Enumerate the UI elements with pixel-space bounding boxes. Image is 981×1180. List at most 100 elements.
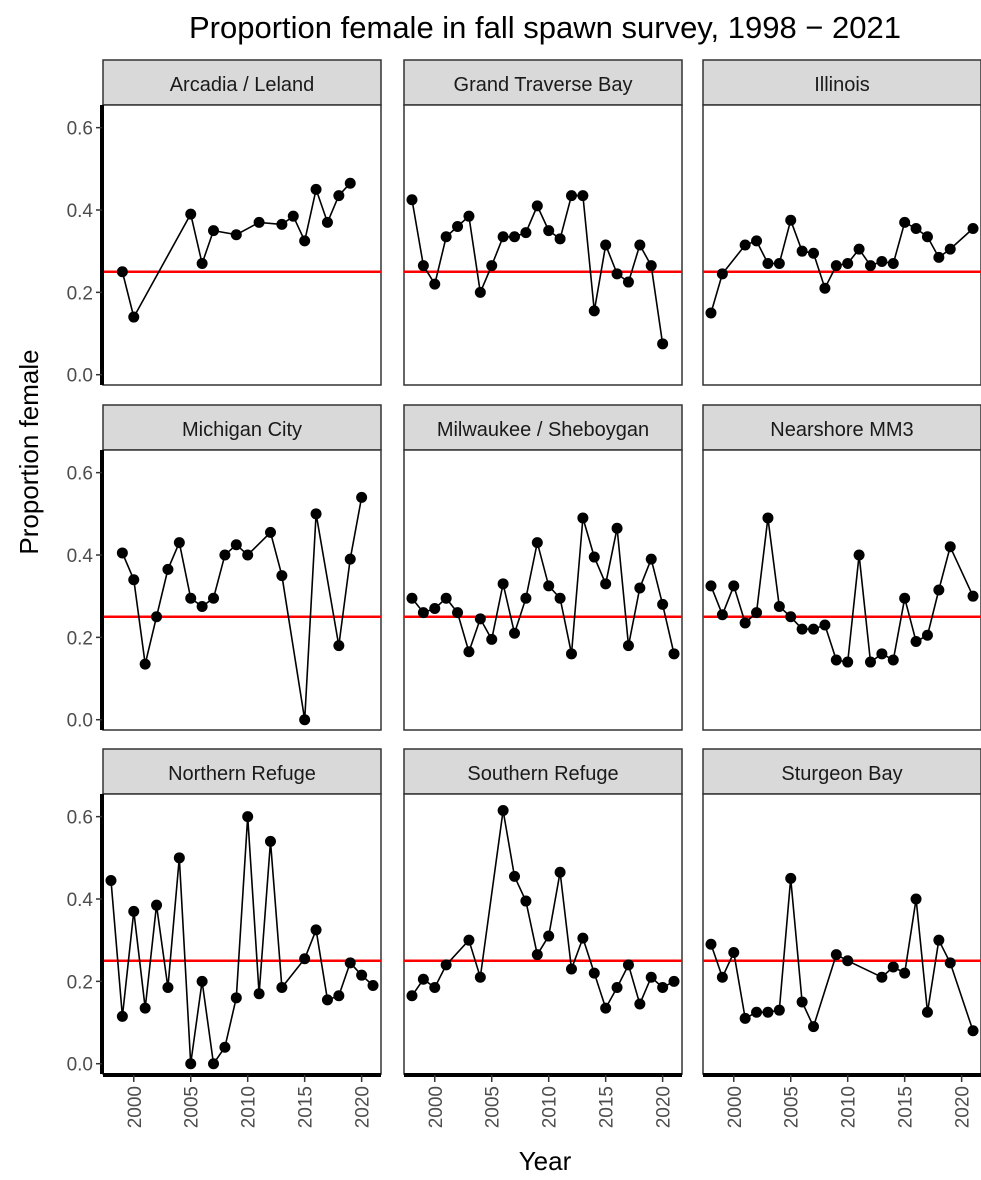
data-point-nearshore-mm3 — [944, 541, 956, 553]
data-point-michigan-city — [128, 574, 140, 586]
data-point-nearshore-mm3 — [830, 654, 842, 666]
series-line-arcadia-leland — [121, 182, 351, 320]
data-point-milwaukee-sheboygan — [611, 522, 623, 534]
data-point-northern-refuge — [208, 1058, 220, 1070]
data-point-illinois — [910, 223, 922, 235]
data-point-michigan-city — [151, 611, 163, 623]
x-axis-title: Year — [519, 1146, 572, 1176]
x-tick-label: 2015 — [896, 1086, 917, 1128]
data-point-nearshore-mm3 — [899, 592, 911, 604]
data-point-grand-traverse-bay — [452, 220, 464, 232]
data-point-milwaukee-sheboygan — [429, 603, 441, 615]
data-point-grand-traverse-bay — [417, 260, 429, 272]
panel-southern-refuge: Southern Refuge 2000 2005 2010 2015 2020 — [403, 748, 683, 1128]
strip-southern-refuge — [403, 748, 683, 795]
data-point-southern-refuge — [417, 973, 429, 985]
strip-label-southern-refuge: Southern Refuge — [467, 763, 618, 785]
data-point-northern-refuge — [230, 992, 242, 1004]
data-point-northern-refuge — [333, 990, 345, 1002]
data-point-southern-refuge — [543, 930, 555, 942]
data-point-grand-traverse-bay — [588, 305, 600, 317]
panel-content-northern-refuge — [103, 811, 381, 1070]
data-point-illinois — [705, 307, 717, 319]
data-point-nearshore-mm3 — [785, 611, 797, 623]
panel-milwaukee-sheboygan: Milwaukee / Sheboygan — [403, 404, 683, 731]
y-tick-label: 0.4 — [67, 201, 94, 222]
data-point-southern-refuge — [565, 963, 577, 975]
data-point-illinois — [864, 260, 876, 272]
data-point-michigan-city — [264, 526, 276, 538]
data-point-nearshore-mm3 — [933, 584, 945, 596]
series-line-southern-refuge — [411, 810, 675, 1011]
strip-nearshore-mm3 — [702, 404, 981, 451]
data-point-grand-traverse-bay — [554, 233, 566, 245]
data-point-grand-traverse-bay — [657, 338, 669, 350]
data-point-nearshore-mm3 — [739, 617, 751, 629]
y-tick-label: 0.0 — [67, 711, 93, 732]
data-point-nearshore-mm3 — [796, 623, 808, 635]
data-point-illinois — [933, 251, 945, 263]
data-point-illinois — [853, 243, 865, 255]
data-point-sturgeon-bay — [876, 971, 888, 983]
data-point-grand-traverse-bay — [543, 225, 555, 237]
strip-label-sturgeon-bay: Sturgeon Bay — [781, 763, 902, 785]
data-point-nearshore-mm3 — [819, 619, 831, 631]
data-point-nearshore-mm3 — [728, 580, 740, 592]
data-point-michigan-city — [356, 491, 368, 503]
data-point-nearshore-mm3 — [967, 590, 979, 602]
data-point-southern-refuge — [474, 971, 486, 983]
data-point-milwaukee-sheboygan — [406, 592, 418, 604]
x-tick-label: 2020 — [953, 1086, 974, 1128]
data-point-northern-refuge — [276, 982, 288, 994]
data-point-sturgeon-bay — [762, 1006, 774, 1018]
data-point-sturgeon-bay — [944, 957, 956, 969]
data-point-michigan-city — [333, 640, 345, 652]
data-point-sturgeon-bay — [967, 1025, 979, 1037]
panel-illinois: Illinois — [702, 59, 981, 386]
data-point-northern-refuge — [299, 953, 311, 965]
data-point-milwaukee-sheboygan — [452, 607, 464, 619]
data-point-sturgeon-bay — [705, 938, 717, 950]
data-point-milwaukee-sheboygan — [509, 627, 521, 639]
data-point-southern-refuge — [577, 932, 589, 944]
data-point-sturgeon-bay — [785, 872, 797, 884]
data-point-arcadia-leland — [310, 183, 322, 195]
data-point-nearshore-mm3 — [921, 629, 933, 641]
panel-border-southern-refuge — [403, 793, 683, 1075]
x-tick-label: 2020 — [654, 1086, 675, 1128]
data-point-northern-refuge — [367, 979, 379, 991]
data-point-michigan-city — [185, 592, 197, 604]
x-tick-label: 2000 — [125, 1086, 146, 1128]
panel-sturgeon-bay: Sturgeon Bay 2000 2005 2010 2015 2020 — [702, 748, 981, 1128]
strip-label-milwaukee-sheboygan: Milwaukee / Sheboygan — [437, 419, 649, 441]
data-point-arcadia-leland — [276, 218, 288, 230]
data-point-illinois — [751, 235, 763, 247]
data-point-nearshore-mm3 — [853, 549, 865, 561]
data-point-sturgeon-bay — [773, 1004, 785, 1016]
data-point-grand-traverse-bay — [406, 194, 418, 206]
data-point-sturgeon-bay — [910, 893, 922, 905]
data-point-northern-refuge — [310, 924, 322, 936]
data-point-milwaukee-sheboygan — [565, 648, 577, 660]
data-point-arcadia-leland — [208, 225, 220, 237]
data-point-grand-traverse-bay — [577, 190, 589, 202]
data-point-arcadia-leland — [196, 258, 208, 270]
data-point-milwaukee-sheboygan — [417, 607, 429, 619]
x-tick-label: 2000 — [725, 1086, 746, 1128]
data-point-sturgeon-bay — [933, 934, 945, 946]
x-tick-label: 2005 — [483, 1086, 504, 1128]
data-point-nearshore-mm3 — [705, 580, 717, 592]
data-point-grand-traverse-bay — [440, 231, 452, 243]
data-point-illinois — [773, 258, 785, 270]
data-point-grand-traverse-bay — [611, 268, 623, 280]
data-point-sturgeon-bay — [899, 967, 911, 979]
data-point-southern-refuge — [645, 971, 657, 983]
data-point-southern-refuge — [440, 959, 452, 971]
panels: Arcadia / Leland 0.0 0.2 0.4 0.6 Grand Traver… — [67, 59, 981, 1128]
strip-label-grand-traverse-bay: Grand Traverse Bay — [454, 74, 633, 96]
panel-border-michigan-city — [102, 449, 382, 731]
data-point-southern-refuge — [531, 949, 543, 961]
strip-northern-refuge — [102, 748, 382, 795]
data-point-milwaukee-sheboygan — [588, 551, 600, 563]
